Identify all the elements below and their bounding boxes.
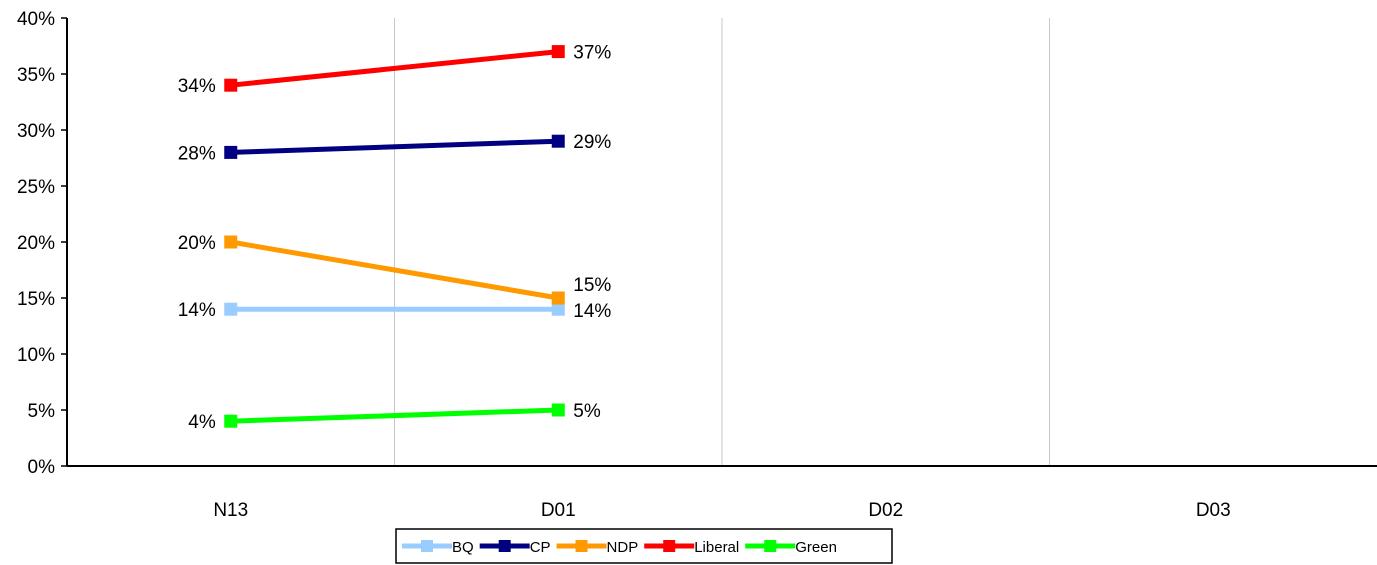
series-line-ndp [230,239,559,301]
y-tick-label: 30% [17,121,55,142]
data-point-liberal [551,45,565,59]
data-label-liberal: 37% [573,43,611,64]
legend-box [395,528,893,564]
data-label-bq: 14% [573,301,611,322]
gridlines [394,18,1050,466]
data-label-green: 4% [188,412,216,433]
y-tick-label: 40% [17,9,55,30]
y-tick-label: 35% [17,65,55,86]
series-line-cp [230,138,559,155]
data-label-bq: 14% [178,300,216,321]
data-point-ndp [224,235,238,249]
legend: BQ CP NDP Liberal Green [395,528,893,564]
data-label-ndp: 15% [573,275,611,296]
y-tick-label: 25% [17,177,55,198]
legend-label: Liberal [694,539,739,556]
data-label-green: 5% [573,401,601,422]
data-label-liberal: 34% [178,76,216,97]
legend-item-cp: CP [479,539,551,556]
data-label-cp: 28% [178,143,216,164]
data-point-green [224,414,238,428]
x-tick-label: D02 [868,500,903,521]
series-line-green [230,407,559,424]
legend-item-ndp: NDP [556,539,639,556]
legend-swatch-marker [421,540,433,552]
y-tick-label: 5% [28,401,56,422]
data-point-bq [551,302,565,316]
data-label-ndp: 20% [178,233,216,254]
legend-item-bq: BQ [402,539,474,556]
x-tick-label: N13 [213,500,248,521]
legend-label: CP [530,539,551,556]
y-axis-tick-labels: 0% 5% 10% 15% 20% 25% 30% 35% 40% [17,9,67,478]
legend-swatch-marker [764,540,777,552]
data-point-liberal [224,78,238,92]
x-axis-tick-labels: N13 D01 D02 D03 [213,500,1230,521]
data-point-bq [224,302,238,316]
legend-swatch-marker [498,540,511,552]
legend-label: NDP [607,539,639,556]
data-label-cp: 29% [573,132,611,153]
legend-swatch-marker [663,540,676,552]
series-lines [224,45,565,428]
x-tick-label: D03 [1196,500,1231,521]
y-tick-label: 20% [17,233,55,254]
data-point-green [551,403,565,417]
data-point-cp [224,145,238,159]
y-tick-label: 15% [17,289,55,310]
legend-item-liberal: Liberal [644,539,739,556]
y-tick-label: 10% [17,345,55,366]
legend-label: BQ [452,539,474,556]
series-line-liberal [230,49,559,88]
data-point-ndp [551,291,565,305]
legend-item-green: Green [745,539,837,556]
legend-swatch-marker [575,540,588,552]
legend-label: Green [795,539,837,556]
y-tick-label: 0% [28,457,56,478]
data-point-cp [551,134,565,148]
x-tick-label: D01 [541,500,576,521]
data-labels: 14% 14% 28% 29% 20% 15% 34% 37% 4% 5% [178,43,612,434]
